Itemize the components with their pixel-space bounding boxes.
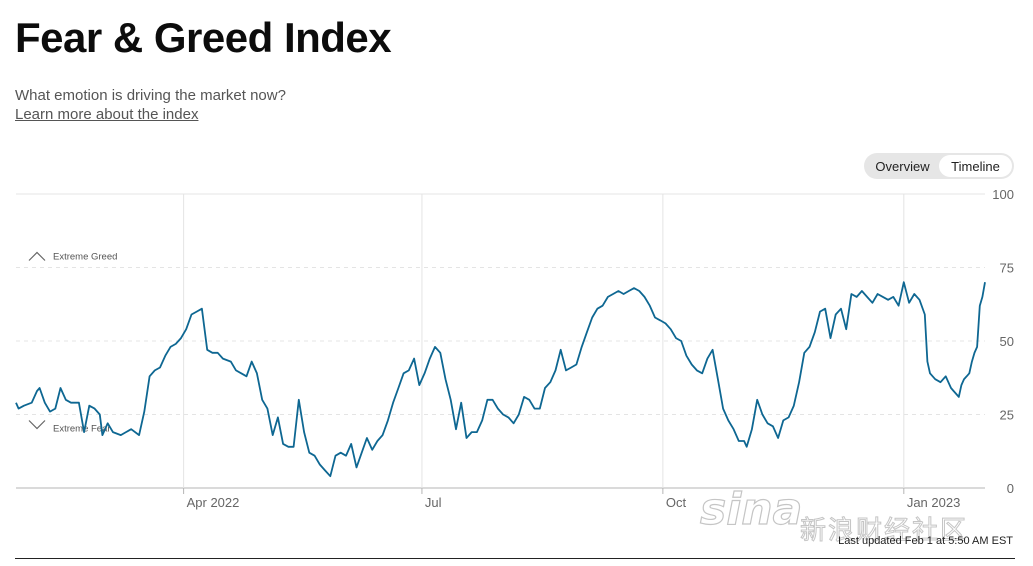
page-title: Fear & Greed Index [15,14,392,61]
y-tick-label: 75 [1000,261,1014,276]
view-toggle: Overview Timeline [864,153,1014,179]
zone-label: Extreme Fear [53,424,111,435]
y-tick-label: 0 [1007,481,1014,496]
index-series-line [15,281,986,478]
bottom-divider [15,558,1015,559]
overview-tab[interactable]: Overview [875,158,930,174]
chevron-up-icon [28,251,46,261]
y-tick-label: 25 [1000,408,1014,423]
x-tick-label: Oct [666,495,687,510]
learn-more-link[interactable]: Learn more about the index [15,106,199,123]
x-tick-label: Jul [425,495,442,510]
y-tick-label: 100 [992,187,1014,202]
page-subtitle: What emotion is driving the market now? [15,87,286,104]
zone-label: Extreme Greed [53,252,117,263]
x-tick-label: Jan 2023 [907,495,961,510]
y-tick-label: 50 [1000,334,1014,349]
last-updated: Last updated Feb 1 at 5:50 AM EST [838,535,1013,547]
chevron-down-icon [28,420,46,430]
timeline-tab[interactable]: Timeline [939,155,1012,177]
x-tick-label: Apr 2022 [187,495,240,510]
sina-watermark-logo: sina [699,483,803,535]
sina-watermark-text: 新浪财经社区 [799,516,969,547]
